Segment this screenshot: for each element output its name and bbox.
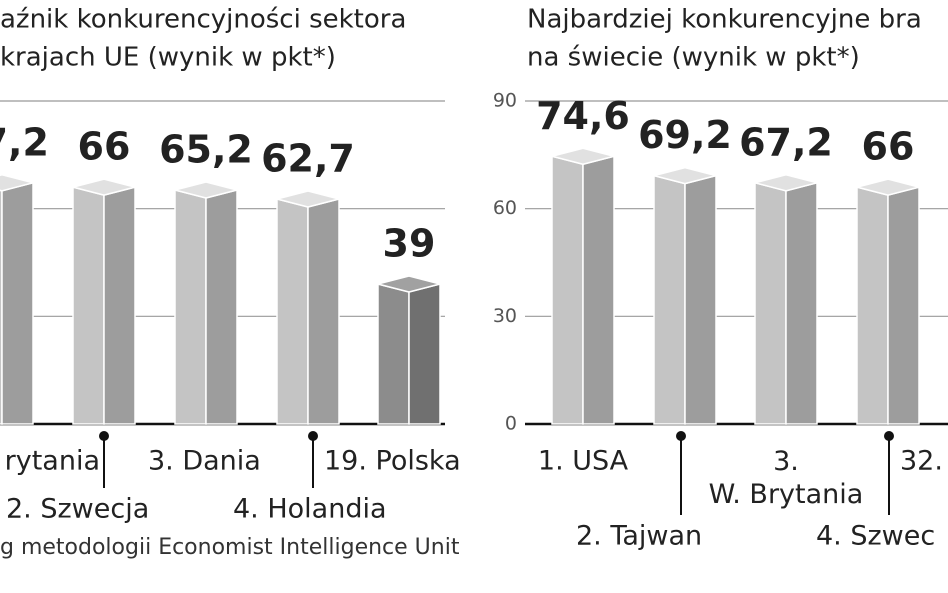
value-label: 67,2 [0, 120, 49, 164]
bar-top [377, 275, 441, 293]
value-label: 39 [383, 222, 436, 266]
chart-title: Najbardziej konkurencyjne bra [527, 5, 922, 35]
bar [551, 147, 615, 425]
bar-top [276, 190, 340, 208]
value-label: 62,7 [261, 136, 355, 180]
chart-title: na świecie (wynik w pkt*) [527, 43, 860, 73]
bar-side [785, 181, 818, 425]
x-tick-label: 3. Dania [148, 446, 261, 477]
footnote: g metodologii Economist Intelligence Uni… [0, 535, 460, 560]
bar-side [205, 189, 238, 425]
x-tick-label: 4. Holandia [233, 494, 387, 525]
value-label: 67,2 [739, 120, 833, 164]
value-label: 66 [862, 125, 915, 169]
chart-title: krajach UE (wynik w pkt*) [0, 43, 336, 73]
bar [276, 190, 340, 425]
y-tick-label: 0 [505, 413, 517, 435]
value-label: 74,6 [536, 94, 630, 138]
connector-dot [884, 431, 894, 441]
bar-side [307, 198, 340, 425]
bar-front [174, 189, 207, 425]
bar-top [72, 178, 136, 196]
x-tick-label: 32. [900, 446, 943, 477]
bar [856, 178, 920, 425]
bar-top [856, 178, 920, 196]
bar-front [377, 283, 410, 425]
x-tick-label: 2. Szwecja [6, 494, 149, 525]
x-tick-label: rytania [5, 446, 100, 477]
x-tick-label: 3. W. Brytania [709, 446, 864, 510]
bar-side [582, 155, 615, 425]
y-tick-label: 30 [493, 305, 517, 327]
bar-front [856, 186, 889, 425]
value-label: 69,2 [638, 113, 732, 157]
bar-front [276, 198, 309, 425]
x-tick-label: 19. Polska [324, 446, 461, 477]
bar-top [551, 147, 615, 166]
bar-side [103, 186, 136, 425]
bar-side [684, 174, 717, 425]
x-tick-label: 1. USA [538, 446, 629, 477]
bar-side [1, 181, 34, 425]
bar-top [0, 174, 34, 192]
chart-title: aźnik konkurencyjności sektora [0, 5, 406, 35]
bar-front [754, 181, 787, 425]
bar-side [887, 186, 920, 425]
bar [754, 174, 818, 425]
connector-dot [676, 431, 686, 441]
value-label: 66 [78, 125, 131, 169]
x-tick-label: 2. Tajwan [576, 521, 702, 552]
connector-dot [99, 431, 109, 441]
bar-top [754, 174, 818, 192]
y-tick-label: 90 [493, 90, 517, 112]
y-tick-label: 60 [493, 197, 517, 219]
bar [0, 174, 34, 425]
bar-front [551, 155, 584, 425]
bar-front [72, 186, 105, 425]
bar-front [653, 174, 686, 425]
bar [174, 181, 238, 425]
bar-side [408, 283, 441, 425]
x-tick-label: 4. Szwec [816, 521, 935, 552]
bar [377, 275, 441, 425]
bar-top [174, 181, 238, 199]
connector-dot [308, 431, 318, 441]
bar [72, 178, 136, 425]
value-label: 65,2 [159, 128, 253, 172]
bar [653, 166, 717, 425]
bar-top [653, 166, 717, 185]
